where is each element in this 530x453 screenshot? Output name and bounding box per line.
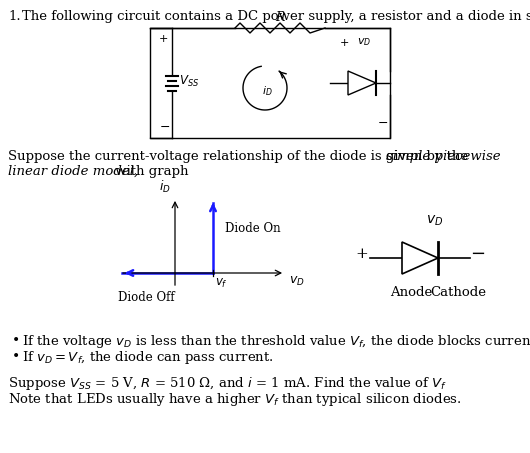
Text: +: + [159,34,169,44]
Text: Suppose $V_{SS}$ = 5 V, $R$ = 510 Ω, and $i$ = 1 mA. Find the value of $V_f$: Suppose $V_{SS}$ = 5 V, $R$ = 510 Ω, and… [8,375,447,392]
Text: Diode Off: Diode Off [118,291,174,304]
Text: simple piecewise: simple piecewise [386,150,501,163]
Text: −: − [160,121,171,134]
Text: Diode On: Diode On [225,222,280,235]
Polygon shape [348,71,376,95]
Text: •: • [12,349,20,363]
Text: R: R [275,11,285,24]
Text: +: + [356,247,368,261]
Text: $v_D$: $v_D$ [426,214,444,228]
Polygon shape [402,242,438,274]
Text: $v_D$: $v_D$ [357,36,371,48]
Bar [150,28,390,138]
Text: with graph: with graph [111,165,188,178]
Text: −: − [471,245,485,263]
Text: If $v_D = V_f$, the diode can pass current.: If $v_D = V_f$, the diode can pass curre… [22,349,274,366]
Text: Cathode: Cathode [430,286,486,299]
Text: linear diode model,: linear diode model, [8,165,138,178]
Text: −: − [378,117,388,130]
Text: Anode: Anode [390,286,432,299]
Text: $v_f$: $v_f$ [215,277,228,290]
Text: Suppose the current-voltage relationship of the diode is given by the: Suppose the current-voltage relationship… [8,150,472,163]
Text: Note that LEDs usually have a higher $V_f$ than typical silicon diodes.: Note that LEDs usually have a higher $V_… [8,391,462,408]
Text: The following circuit contains a DC power supply, a resistor and a diode in seri: The following circuit contains a DC powe… [22,10,530,23]
Text: 1.: 1. [8,10,21,23]
Text: $i_D$: $i_D$ [262,84,272,98]
Text: +: + [340,38,349,48]
Text: $V_{SS}$: $V_{SS}$ [179,73,199,88]
Text: $i_D$: $i_D$ [159,179,171,195]
Text: $v_D$: $v_D$ [289,275,305,288]
Text: •: • [12,333,20,347]
Text: If the voltage $v_D$ is less than the threshold value $V_f$, the diode blocks cu: If the voltage $v_D$ is less than the th… [22,333,530,350]
